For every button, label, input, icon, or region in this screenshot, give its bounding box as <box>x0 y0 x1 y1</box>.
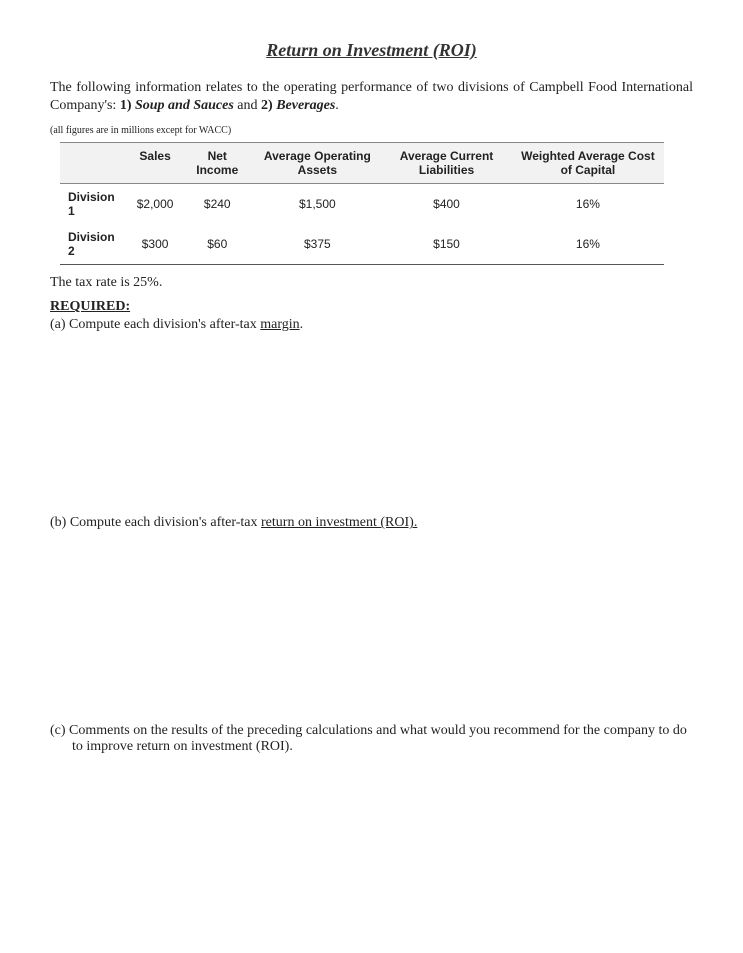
intro-division-2: Beverages <box>276 98 335 113</box>
intro-number-1: 1) <box>120 98 132 113</box>
row1-sales: $2,000 <box>129 184 182 225</box>
row2-wacc: 16% <box>511 224 664 265</box>
question-a: (a) Compute each division's after-tax ma… <box>50 317 693 333</box>
intro-division-1: Soup and Sauces <box>135 98 234 113</box>
row2-acl: $150 <box>382 224 512 265</box>
qa-prefix: (a) Compute each division's after-tax <box>50 317 260 332</box>
qa-suffix: . <box>300 317 304 332</box>
row1-wacc: 16% <box>511 184 664 225</box>
qb-prefix: (b) Compute each division's after-tax <box>50 515 261 530</box>
row2-ni: $60 <box>181 224 253 265</box>
row1-aoa: $1,500 <box>253 184 381 225</box>
table-row: Division 1 $2,000 $240 $1,500 $400 16% <box>60 184 664 225</box>
intro-and: and <box>237 98 261 113</box>
row1-ni: $240 <box>181 184 253 225</box>
col-wacc: Weighted Average Cost of Capital <box>511 143 664 184</box>
row2-sales: $300 <box>129 224 182 265</box>
row2-aoa: $375 <box>253 224 381 265</box>
divisions-table: Sales Net Income Average Operating Asset… <box>60 142 664 265</box>
col-net-income: Net Income <box>181 143 253 184</box>
table-row: Division 2 $300 $60 $375 $150 16% <box>60 224 664 265</box>
intro-number-2: 2) <box>261 98 273 113</box>
tax-rate-line: The tax rate is 25%. <box>50 275 693 291</box>
intro-paragraph: The following information relates to the… <box>50 79 693 115</box>
col-avg-current-liabilities: Average Current Liabilities <box>382 143 512 184</box>
col-avg-operating-assets: Average Operating Assets <box>253 143 381 184</box>
required-heading: REQUIRED: <box>50 299 693 315</box>
question-b: (b) Compute each division's after-tax re… <box>50 515 693 531</box>
answer-space-b <box>50 531 693 721</box>
qb-underlined: return on investment (ROI). <box>261 515 417 530</box>
qa-underlined: margin <box>260 317 299 332</box>
figures-note: (all figures are in millions except for … <box>50 125 693 136</box>
row2-label: Division 2 <box>60 224 129 265</box>
intro-end: . <box>335 98 339 113</box>
page-title: Return on Investment (ROI) <box>50 40 693 61</box>
col-blank <box>60 143 129 184</box>
question-c: (c) Comments on the results of the prece… <box>50 723 693 755</box>
table-header-row: Sales Net Income Average Operating Asset… <box>60 143 664 184</box>
answer-space-a <box>50 333 693 513</box>
row1-label: Division 1 <box>60 184 129 225</box>
col-sales: Sales <box>129 143 182 184</box>
row1-acl: $400 <box>382 184 512 225</box>
